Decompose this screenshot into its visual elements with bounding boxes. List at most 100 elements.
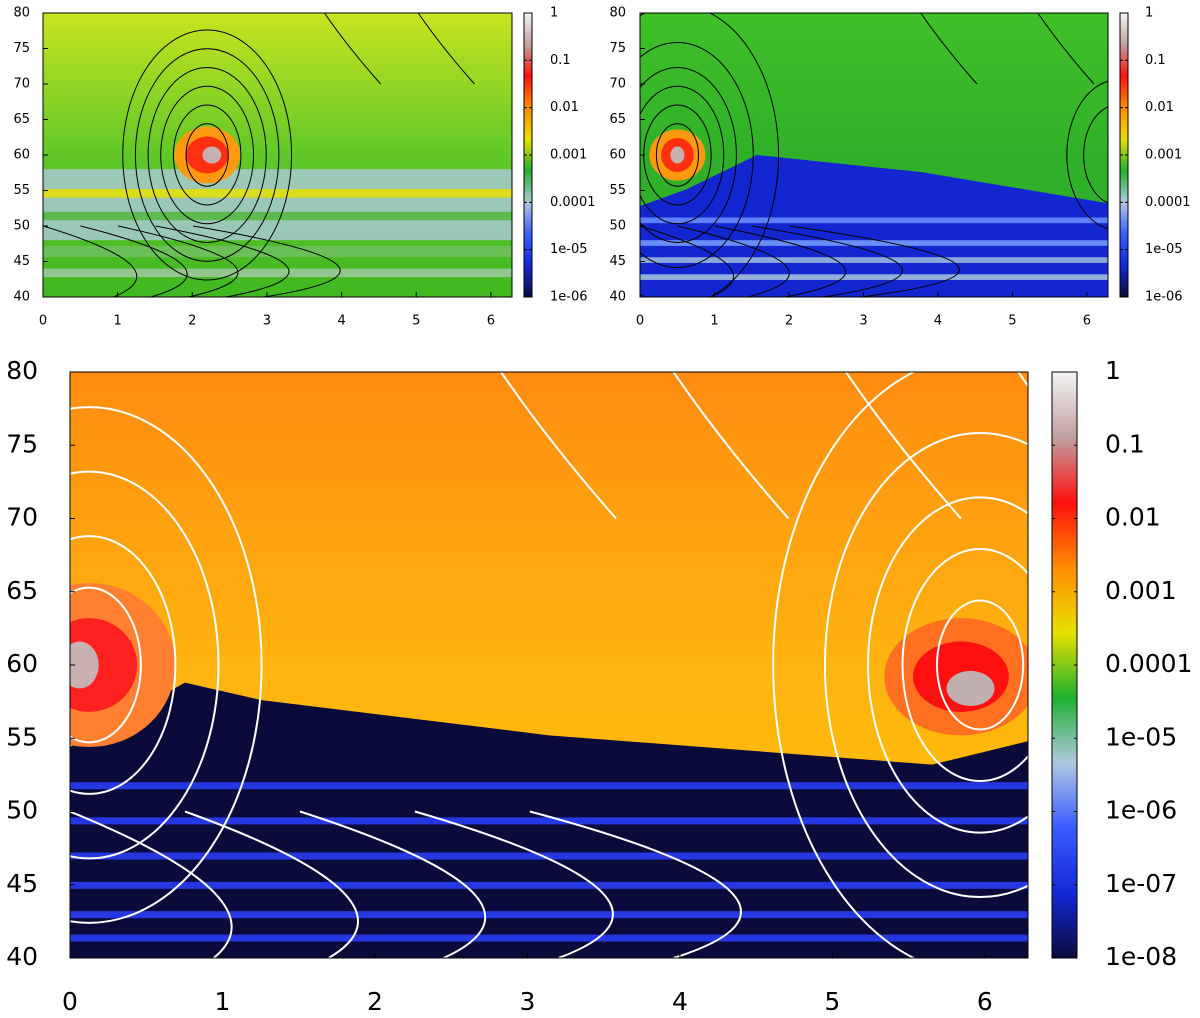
y-tick-label: 70: [609, 77, 626, 92]
field-band: [70, 817, 1028, 825]
contour: [172, 104, 242, 206]
colorbar-tick-label: 0.001: [1105, 576, 1177, 605]
y-tick-label: 40: [13, 290, 30, 305]
contour: [122, 29, 293, 281]
field-band: [43, 189, 512, 198]
contour: [70, 470, 220, 860]
contour: [677, 225, 790, 297]
y-tick-label: 55: [13, 183, 30, 198]
contour: [323, 13, 382, 85]
colorbar-tick-label: 0.001: [550, 148, 587, 163]
field-blob: [70, 618, 138, 712]
colorbar-tick-label: 0.01: [1105, 503, 1161, 532]
field-band: [640, 274, 1108, 280]
field-band: [43, 169, 512, 241]
x-tick-label: 6: [1083, 314, 1091, 329]
colorbar-tick-label: 0.001: [1145, 148, 1182, 163]
contour: [70, 810, 233, 958]
y-tick-label: 45: [6, 869, 38, 898]
y-tick-label: 55: [6, 722, 38, 751]
colorbar-tick-label: 0.1: [550, 53, 571, 68]
x-tick-label: 3: [859, 314, 867, 329]
x-tick-label: 5: [412, 314, 420, 329]
field-band: [640, 257, 1108, 263]
y-tick-label: 80: [13, 6, 30, 21]
contour: [117, 225, 239, 297]
y-tick-label: 75: [13, 41, 30, 56]
y-tick-label: 65: [6, 576, 38, 605]
x-tick-label: 2: [188, 314, 196, 329]
heatmap-field: [70, 372, 1200, 958]
contour: [417, 13, 475, 85]
contour: [70, 535, 177, 795]
contour: [529, 810, 742, 958]
colorbar-tick-label: 1e-06: [1145, 290, 1183, 305]
field-blob: [70, 641, 99, 689]
y-tick-label: 60: [6, 649, 38, 678]
contour: [70, 586, 142, 744]
field-band: [640, 240, 1108, 246]
contour: [1191, 372, 1200, 519]
y-tick-label: 60: [609, 148, 626, 163]
contour: [920, 13, 978, 85]
y-tick-label: 75: [6, 429, 38, 458]
contour: [1066, 80, 1108, 230]
field-band: [70, 911, 1028, 919]
contour: [789, 225, 960, 297]
y-tick-label: 65: [609, 112, 626, 127]
contour: [655, 123, 700, 187]
field-blob: [670, 146, 685, 164]
contour: [752, 225, 903, 297]
contour: [147, 67, 267, 243]
field-band: [640, 217, 1108, 224]
field-band: [43, 268, 512, 278]
colorbar-tick-label: 1e-07: [1105, 869, 1177, 898]
y-tick-label: 75: [609, 41, 626, 56]
x-tick-label: 1: [710, 314, 718, 329]
y-tick-label: 45: [13, 254, 30, 269]
colorbar: [1051, 371, 1078, 959]
colorbar-tick-label: 1e-05: [1145, 242, 1183, 257]
x-tick-label: 1: [215, 987, 231, 1016]
x-tick-label: 0: [62, 987, 78, 1016]
contour: [640, 67, 737, 243]
colorbar-tick-label: 0.1: [1145, 53, 1166, 68]
y-tick-label: 60: [13, 148, 30, 163]
contour: [500, 372, 617, 520]
y-tick-label: 55: [609, 183, 626, 198]
contour: [714, 225, 847, 297]
x-tick-label: 4: [672, 987, 688, 1016]
contour: [640, 225, 734, 297]
contour: [160, 85, 255, 225]
heatmap-field: [640, 13, 1108, 297]
field-band: [43, 211, 512, 221]
x-tick-label: 5: [1008, 314, 1016, 329]
x-tick-label: 2: [785, 314, 793, 329]
field-band: [70, 934, 1028, 942]
x-tick-label: 6: [977, 987, 993, 1016]
y-tick-label: 80: [6, 356, 38, 385]
field-blob: [946, 670, 995, 707]
contour: [935, 599, 1025, 731]
contour: [192, 225, 341, 297]
colorbar-tick-label: 0.0001: [1145, 195, 1191, 210]
contour: [640, 42, 754, 268]
contour: [184, 810, 359, 958]
contour: [772, 372, 916, 958]
x-tick-label: 5: [824, 987, 840, 1016]
x-tick-label: 0: [636, 314, 644, 329]
y-tick-label: 50: [6, 796, 38, 825]
contour: [299, 810, 487, 958]
contour: [672, 372, 790, 520]
y-tick-label: 70: [6, 503, 38, 532]
y-tick-label: 45: [609, 254, 626, 269]
x-tick-label: 0: [39, 314, 47, 329]
y-tick-label: 50: [13, 219, 30, 234]
contour: [867, 496, 1028, 834]
y-tick-label: 70: [13, 77, 30, 92]
x-tick-label: 3: [263, 314, 271, 329]
field-band: [70, 782, 1028, 790]
contour: [185, 123, 229, 187]
